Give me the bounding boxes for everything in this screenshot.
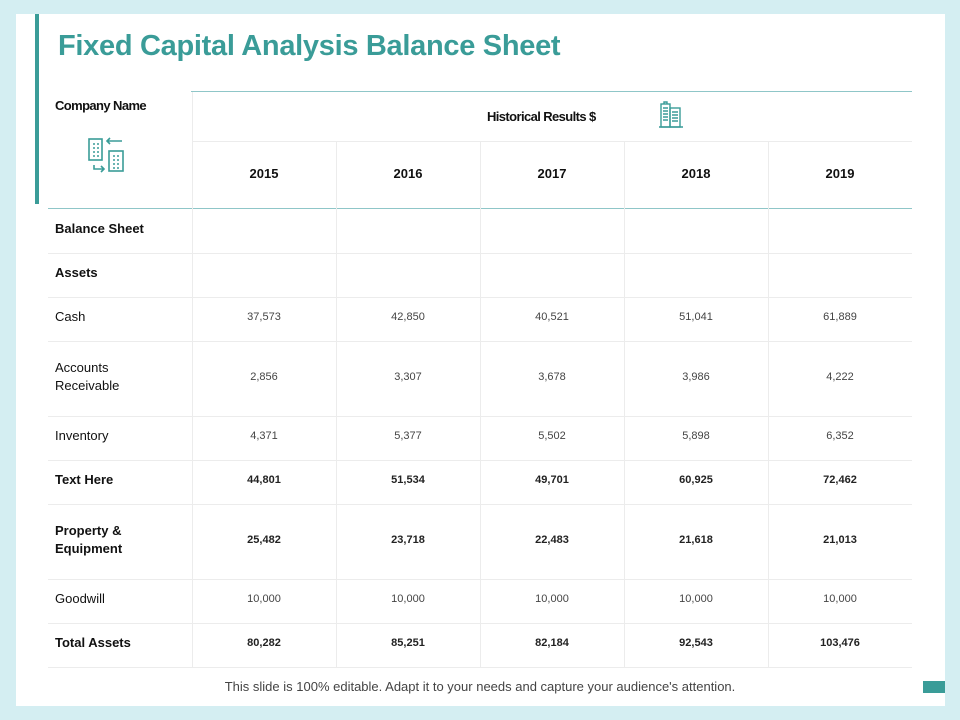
table-cell: 3,307 — [394, 370, 422, 383]
grid-hline — [48, 341, 912, 342]
table-cell: 6,352 — [826, 430, 854, 442]
year-header-4: 2019 — [825, 166, 855, 181]
year-header-2: 2017 — [537, 166, 567, 181]
table-cell: 5,377 — [394, 430, 422, 442]
table-cell: 5,502 — [538, 430, 566, 442]
table-cell: 10,000 — [679, 593, 713, 605]
table-cell: 23,718 — [391, 533, 425, 546]
grid-hline — [48, 667, 912, 668]
historical-results-label: Historical Results $ — [487, 109, 596, 124]
office-building-icon — [659, 101, 683, 128]
grid-hline — [48, 297, 912, 298]
corner-tab — [923, 681, 945, 693]
table-cell: 10,000 — [247, 593, 281, 605]
grid-hline — [48, 253, 912, 254]
table-cell: 21,013 — [823, 533, 857, 546]
year-header-0: 2015 — [249, 166, 279, 181]
company-name-label: Company Name — [55, 98, 147, 113]
table-cell: 92,543 — [679, 637, 713, 649]
table-cell: 10,000 — [535, 593, 569, 605]
grid-hline — [192, 141, 912, 142]
year-header-1: 2016 — [393, 166, 423, 181]
table-cell: 103,476 — [820, 637, 860, 649]
table-cell: 3,678 — [538, 370, 566, 383]
table-cell: 82,184 — [535, 637, 569, 649]
table-cell: 3,986 — [682, 370, 710, 383]
table-cell: 10,000 — [823, 593, 857, 605]
row-label: Inventory — [55, 428, 109, 443]
table-cell: 22,483 — [535, 533, 569, 546]
year-header-3: 2018 — [681, 166, 711, 181]
table-cell: 40,521 — [535, 311, 569, 323]
table-cell: 4,222 — [826, 370, 854, 383]
table-cell: 4,371 — [250, 430, 278, 442]
table-cell: 21,618 — [679, 533, 713, 546]
table-cell: 37,573 — [247, 311, 281, 323]
grid-vline — [624, 141, 625, 667]
row-label: Total Assets — [55, 635, 131, 650]
page-title: Fixed Capital Analysis Balance Sheet — [58, 30, 561, 62]
grid-hline — [48, 460, 912, 461]
grid-hline — [48, 416, 912, 417]
row-label: Goodwill — [55, 591, 105, 606]
table-cell: 72,462 — [823, 474, 857, 486]
table-cell: 51,534 — [391, 474, 425, 486]
accent-bar — [35, 14, 39, 204]
table-cell: 49,701 — [535, 474, 569, 486]
table-cell: 51,041 — [679, 311, 713, 323]
table-cell: 2,856 — [250, 370, 278, 383]
grid-hline — [48, 579, 912, 580]
building-transfer-icon — [88, 137, 124, 173]
grid-vline — [768, 141, 769, 667]
grid-vline — [480, 141, 481, 667]
footer-note: This slide is 100% editable. Adapt it to… — [224, 679, 736, 694]
grid-vline — [336, 141, 337, 667]
row-label: Assets — [55, 265, 98, 280]
grid-vline — [192, 92, 193, 667]
row-label: Balance Sheet — [55, 220, 144, 236]
row-label: Accounts Receivable — [55, 359, 120, 393]
row-label: Cash — [55, 309, 86, 324]
table-cell: 5,898 — [682, 430, 710, 442]
table-cell: 60,925 — [679, 474, 713, 486]
table-cell: 80,282 — [247, 637, 281, 649]
table-cell: 25,482 — [247, 533, 281, 546]
table-cell: 61,889 — [823, 311, 857, 323]
table-cell: 85,251 — [391, 637, 425, 649]
table-cell: 42,850 — [391, 311, 425, 323]
table-cell: 44,801 — [247, 474, 281, 486]
row-label: Text Here — [55, 472, 114, 487]
grid-hline — [48, 504, 912, 505]
grid-hline — [48, 623, 912, 624]
table-cell: 10,000 — [391, 593, 425, 605]
row-label: Property & Equipment — [55, 522, 123, 556]
header-top-rule — [191, 91, 912, 92]
